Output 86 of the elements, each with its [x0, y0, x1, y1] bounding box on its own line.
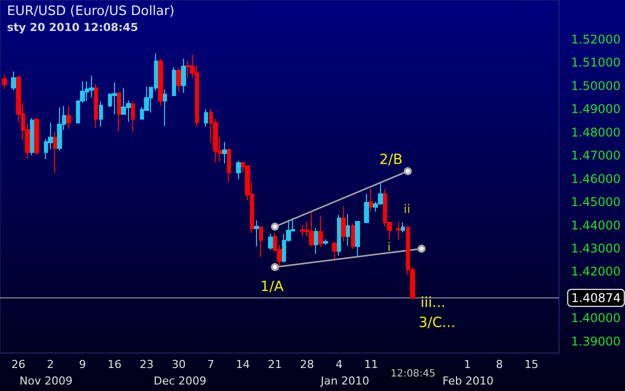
candlestick	[131, 101, 135, 132]
x-tick-label: 15	[524, 358, 539, 371]
x-tick-label: 14	[236, 358, 250, 371]
x-tick-label: 7	[207, 358, 214, 371]
candlestick	[236, 160, 241, 180]
y-tick-label: 1.42000	[571, 264, 621, 279]
candlestick	[11, 71, 16, 91]
candlestick	[254, 220, 259, 247]
candlestick	[323, 238, 328, 246]
text: Nov 2009	[20, 374, 72, 388]
x-tick-label: 4	[336, 358, 343, 371]
y-tick-label: 1.40000	[571, 311, 621, 326]
y-tick-label: 1.48000	[571, 125, 621, 140]
annotation: iii...	[420, 295, 446, 311]
candlestick	[158, 58, 163, 106]
candlestick	[99, 100, 103, 128]
candlestick	[314, 228, 318, 254]
y-tick-label: 1.50000	[571, 78, 621, 93]
y-tick-label: 1.49000	[571, 102, 621, 116]
x-tick-label: 9	[78, 358, 86, 371]
x-tick-label: 16	[108, 358, 122, 371]
candlestick	[259, 226, 263, 258]
candlestick	[222, 141, 227, 164]
candlestick	[204, 108, 208, 128]
y-tick-label: 1.39000	[571, 334, 621, 348]
candlestick	[396, 221, 401, 240]
x-tick-label: 30	[172, 358, 186, 371]
candlestick	[181, 58, 186, 94]
point	[404, 167, 412, 176]
point	[418, 244, 426, 253]
x-tick-label: 2	[46, 358, 54, 371]
y-tick-label: 1.51000	[571, 56, 621, 70]
candlestick	[117, 92, 121, 132]
point	[270, 222, 279, 231]
candlestick	[57, 107, 62, 151]
y-tick-label: 1.47000	[571, 148, 621, 163]
candlestick	[2, 74, 7, 90]
annotation: 1/A	[260, 279, 284, 295]
candlestick	[172, 66, 176, 96]
annotation: 2/B	[379, 152, 403, 168]
candlestick	[94, 84, 98, 128]
y-tick-label: 1.46000	[571, 172, 621, 186]
candlestick	[34, 118, 39, 156]
candlestick	[89, 74, 94, 98]
chart-title: EUR/USD (Euro/US Dollar)	[7, 4, 174, 19]
text: Jan 2010	[320, 374, 370, 388]
text: Dec 2009	[154, 374, 206, 388]
text: 12:08:45	[390, 368, 436, 380]
candlestick	[227, 148, 231, 182]
x-tick-label: 23	[140, 358, 154, 371]
ref-line-label: 1.40874	[571, 290, 621, 305]
candlestick	[163, 88, 167, 126]
annotation: ii	[404, 202, 410, 216]
candlestick	[351, 223, 355, 250]
candlestick	[112, 82, 117, 115]
candlestick	[268, 233, 273, 250]
candlestick	[401, 222, 405, 233]
y-tick-label: 1.44000	[571, 218, 621, 232]
candlestick	[355, 221, 360, 257]
candlestick	[300, 224, 305, 237]
x-tick-label: 1	[464, 358, 471, 371]
candlestick	[309, 211, 314, 247]
candlestick	[364, 193, 369, 224]
annotation: 3/C...	[418, 315, 456, 331]
x-tick-label: 26	[11, 358, 26, 371]
candlestick	[318, 215, 323, 248]
candlestick	[337, 214, 341, 256]
y-tick-label: 1.52000	[571, 32, 621, 46]
y-tick-label: 1.43000	[571, 241, 621, 256]
x-tick-label: 11	[364, 358, 378, 371]
point	[270, 263, 279, 272]
text: Feb 2010	[442, 374, 494, 388]
candlestick	[332, 241, 337, 260]
candlestick	[346, 213, 350, 246]
candlestick	[30, 117, 34, 156]
candlestick	[369, 188, 373, 212]
y-tick-label: 1.45000	[571, 195, 621, 210]
x-tick-label: 8	[496, 358, 503, 371]
x-tick-label: 28	[300, 358, 314, 371]
candlestick	[53, 130, 57, 174]
candlestick	[176, 67, 181, 92]
candlestick	[341, 206, 346, 242]
annotation: i	[387, 240, 391, 254]
candlestick	[66, 105, 71, 130]
x-tick-label: 21	[268, 358, 282, 371]
text: sty 20 2010 12:08:45	[7, 21, 138, 34]
